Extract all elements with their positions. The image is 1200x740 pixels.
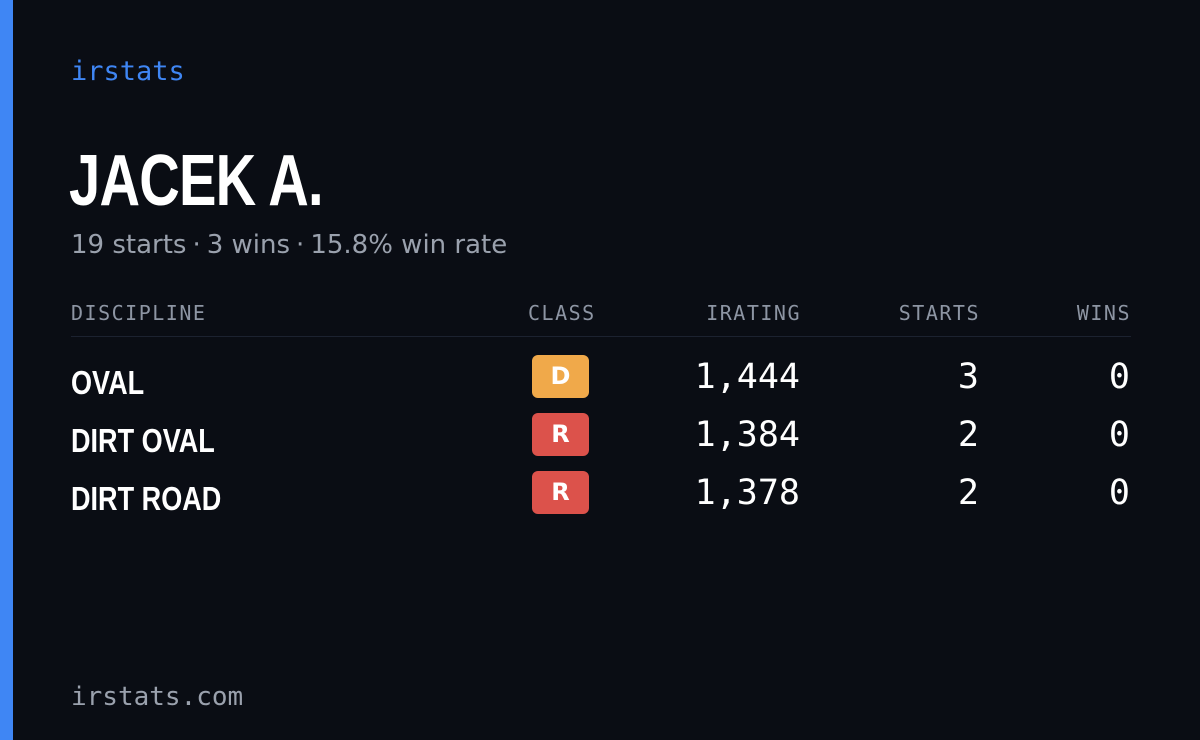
- discipline-name: DIRT ROAD: [71, 480, 222, 517]
- starts-value: 2: [957, 415, 979, 455]
- table-row: DIRT ROAD R 1,378 2 0: [71, 471, 1131, 529]
- table-body: OVAL D 1,444 3 0 DIRT OVAL R 1,384 2 0 D…: [71, 355, 1131, 529]
- header-wins: WINS: [1076, 301, 1131, 325]
- discipline-table: DISCIPLINE CLASS IRATING STARTS WINS OVA…: [71, 298, 1131, 529]
- starts-value: 2: [957, 473, 979, 513]
- accent-bar: [0, 0, 13, 740]
- wins-summary: 3 wins: [206, 230, 291, 260]
- irating-value: 1,444: [694, 357, 800, 397]
- class-badge: R: [532, 413, 589, 456]
- table-row: DIRT OVAL R 1,384 2 0: [71, 413, 1131, 471]
- summary-separator: ·: [296, 230, 305, 260]
- summary-separator: ·: [192, 230, 201, 260]
- wins-value: 0: [1108, 357, 1130, 397]
- header-class: CLASS: [528, 301, 596, 325]
- irating-value: 1,378: [694, 473, 800, 513]
- starts-value: 3: [957, 357, 979, 397]
- brand-logo-text: irstats: [71, 56, 185, 87]
- class-badge: R: [532, 471, 589, 514]
- wins-value: 0: [1108, 415, 1130, 455]
- footer-url: irstats.com: [71, 682, 244, 712]
- driver-summary: 19 starts · 3 wins · 15.8% win rate: [71, 228, 507, 262]
- starts-summary: 19 starts: [71, 230, 187, 260]
- win-rate-summary: 15.8% win rate: [310, 230, 508, 260]
- wins-value: 0: [1108, 473, 1130, 513]
- header-irating: IRATING: [706, 301, 801, 325]
- discipline-name: OVAL: [71, 364, 145, 401]
- class-badge: D: [532, 355, 589, 398]
- driver-name: JACEK A.: [69, 141, 324, 221]
- table-row: OVAL D 1,444 3 0: [71, 355, 1131, 413]
- table-header: DISCIPLINE CLASS IRATING STARTS WINS: [71, 298, 1131, 337]
- header-starts: STARTS: [898, 301, 980, 325]
- irating-value: 1,384: [694, 415, 800, 455]
- discipline-name: DIRT OVAL: [71, 422, 215, 459]
- header-discipline: DISCIPLINE: [71, 301, 207, 325]
